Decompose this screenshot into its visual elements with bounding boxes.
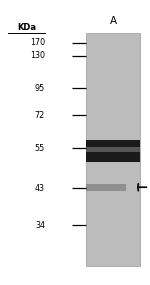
Bar xyxy=(86,140,140,162)
Text: 95: 95 xyxy=(35,84,45,93)
Text: A: A xyxy=(110,15,117,26)
Text: 72: 72 xyxy=(35,111,45,120)
Text: 55: 55 xyxy=(35,144,45,153)
Text: 170: 170 xyxy=(30,38,45,47)
Bar xyxy=(86,147,140,152)
Bar xyxy=(86,33,140,266)
Text: 34: 34 xyxy=(35,221,45,230)
Text: 130: 130 xyxy=(30,51,45,60)
Text: KDa: KDa xyxy=(17,23,36,32)
Text: 43: 43 xyxy=(35,184,45,193)
Bar xyxy=(86,184,126,191)
